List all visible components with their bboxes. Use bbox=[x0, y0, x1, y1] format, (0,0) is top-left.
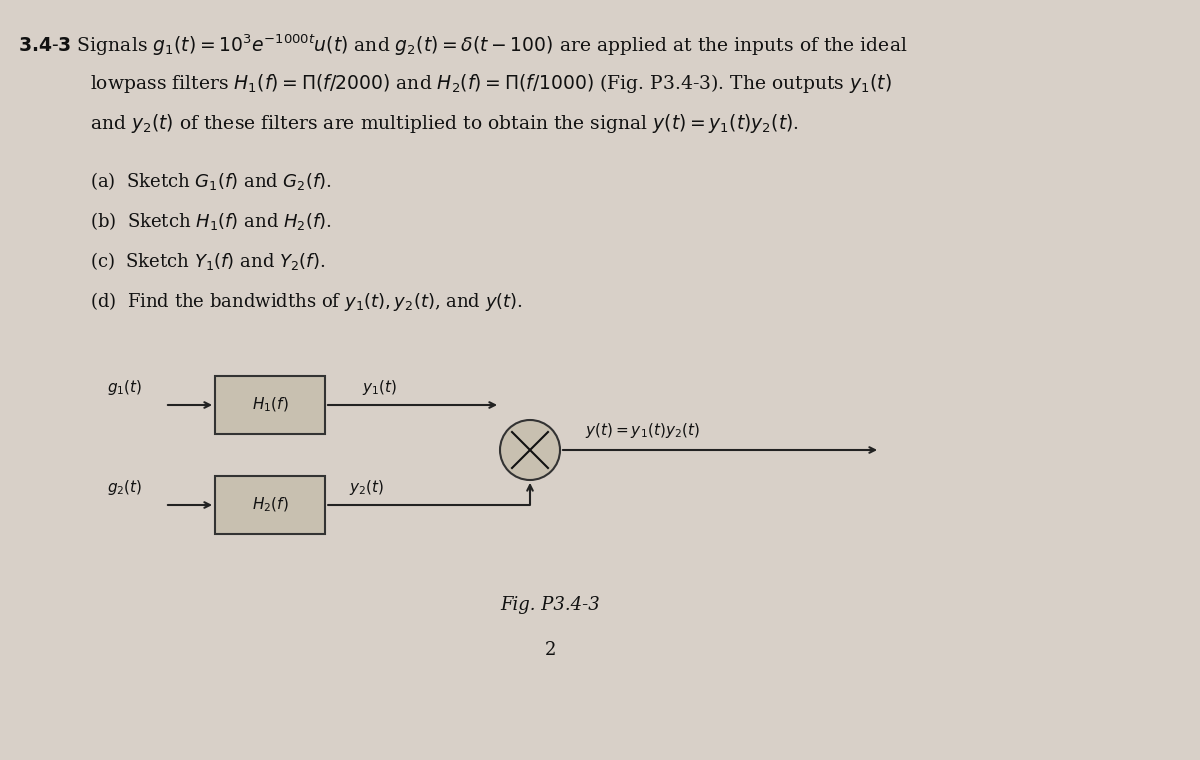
Text: (b)  Sketch $H_1(f)$ and $H_2(f)$.: (b) Sketch $H_1(f)$ and $H_2(f)$. bbox=[90, 210, 332, 232]
Bar bbox=[215, 476, 325, 534]
Text: Fig. P3.4-3: Fig. P3.4-3 bbox=[500, 596, 600, 614]
Text: $H_1(f)$: $H_1(f)$ bbox=[252, 396, 288, 414]
Circle shape bbox=[500, 420, 560, 480]
Text: $g_1(t)$: $g_1(t)$ bbox=[107, 378, 143, 397]
Text: $y_2(t)$: $y_2(t)$ bbox=[349, 478, 384, 497]
Text: lowpass filters $H_1(f) = \Pi(f/2000)$ and $H_2(f) = \Pi(f/1000)$ (Fig. P3.4-3).: lowpass filters $H_1(f) = \Pi(f/2000)$ a… bbox=[90, 72, 892, 95]
Text: $g_2(t)$: $g_2(t)$ bbox=[107, 478, 143, 497]
Text: (c)  Sketch $Y_1(f)$ and $Y_2(f)$.: (c) Sketch $Y_1(f)$ and $Y_2(f)$. bbox=[90, 250, 325, 272]
Text: (d)  Find the bandwidths of $y_1(t), y_2(t)$, and $y(t)$.: (d) Find the bandwidths of $y_1(t), y_2(… bbox=[90, 290, 523, 313]
Text: $H_2(f)$: $H_2(f)$ bbox=[252, 496, 288, 515]
Text: 2: 2 bbox=[545, 641, 556, 659]
Text: $\mathbf{3.4\text{-}3}$ Signals $g_1(t) = 10^3e^{-1000t}u(t)$ and $g_2(t) = \del: $\mathbf{3.4\text{-}3}$ Signals $g_1(t) … bbox=[18, 32, 907, 58]
Text: $y(t) = y_1(t)y_2(t)$: $y(t) = y_1(t)y_2(t)$ bbox=[586, 421, 700, 440]
Bar bbox=[215, 376, 325, 434]
Text: and $y_2(t)$ of these filters are multiplied to obtain the signal $y(t) = y_1(t): and $y_2(t)$ of these filters are multip… bbox=[90, 112, 799, 135]
Text: $y_1(t)$: $y_1(t)$ bbox=[362, 378, 397, 397]
Text: (a)  Sketch $G_1(f)$ and $G_2(f)$.: (a) Sketch $G_1(f)$ and $G_2(f)$. bbox=[90, 170, 332, 192]
